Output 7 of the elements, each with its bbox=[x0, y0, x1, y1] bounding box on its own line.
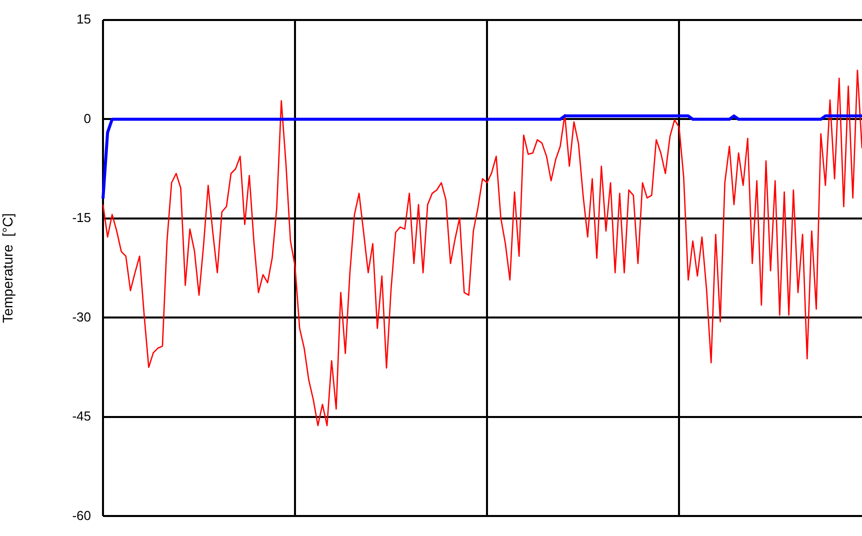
y-tick-label: -15 bbox=[72, 210, 91, 226]
y-tick-label: -30 bbox=[72, 309, 91, 324]
y-tick-label: -60 bbox=[72, 508, 91, 523]
y-tick-label: -45 bbox=[72, 408, 91, 424]
y-tick-label: 15 bbox=[76, 12, 91, 27]
y-tick-label: 0 bbox=[84, 110, 91, 126]
y-axis-title: Temperature [°C] bbox=[0, 213, 16, 324]
